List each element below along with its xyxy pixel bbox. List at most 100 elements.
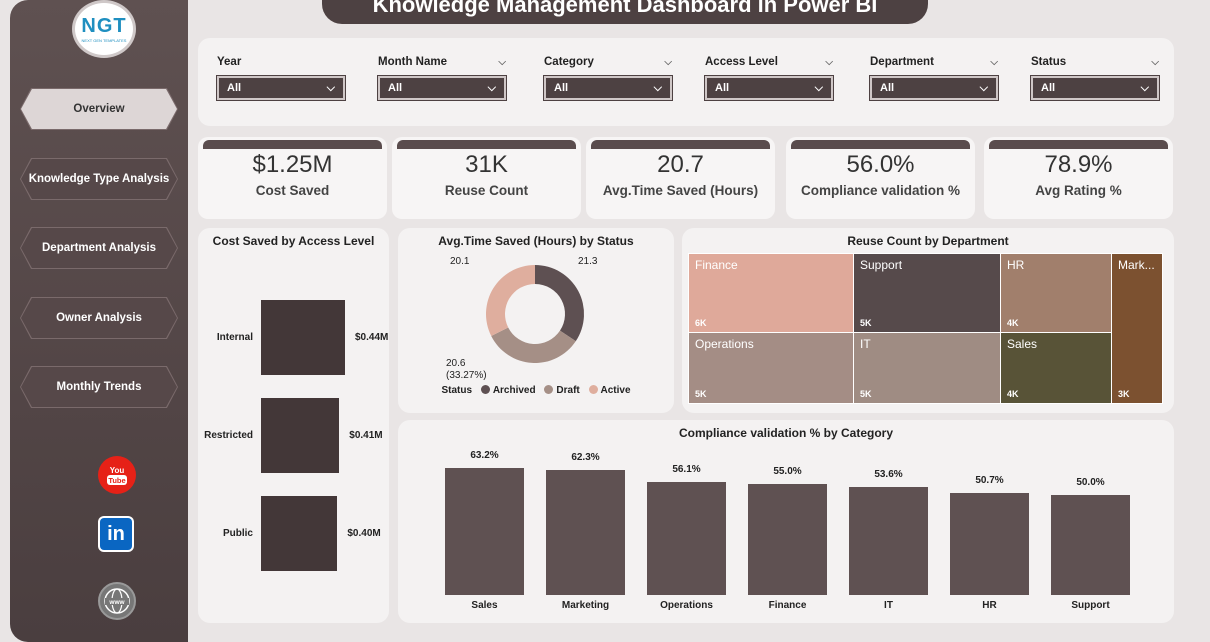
legend-active[interactable]: Active (600, 385, 631, 396)
data-label: $0.41M (349, 430, 383, 441)
sidebar: NGT NEXT GEN TEMPLATES Overview Knowledg… (10, 0, 188, 642)
logo-subtext: NEXT GEN TEMPLATES (81, 38, 127, 43)
treemap-cell-sales[interactable]: Sales 4K (1000, 332, 1112, 404)
card-header-bar (203, 140, 382, 149)
filter-label: Category (544, 56, 594, 68)
bar[interactable] (849, 487, 928, 595)
donut-legend: Status Archived Draft Active (398, 385, 674, 396)
chevron-down-icon[interactable]: ⌵ (498, 56, 506, 68)
chevron-down-icon: ⌵ (1140, 81, 1149, 94)
donut-svg: 21.3 20.6(33.27%) 20.1 (446, 256, 598, 381)
data-label: 53.6% (874, 469, 903, 481)
bar[interactable] (546, 469, 625, 595)
data-label: 56.1% (672, 464, 701, 476)
svg-text:www: www (108, 599, 125, 606)
year-select[interactable]: All ⌵ (216, 75, 346, 101)
nav-department-analysis[interactable]: Department Analysis (20, 227, 178, 269)
kpi-card-avg-time-saved: 20.7 Avg.Time Saved (Hours) (586, 137, 775, 219)
bar[interactable] (261, 300, 345, 375)
kpi-value: 31K (465, 151, 508, 178)
data-label: 50.7% (975, 475, 1004, 487)
kpi-value: 78.9% (1044, 151, 1113, 178)
bar[interactable] (748, 484, 827, 595)
card-header-bar (591, 140, 770, 149)
kpi-label: Cost Saved (255, 183, 330, 198)
filter-label: Department (870, 56, 934, 68)
globe-icon[interactable]: www (98, 582, 136, 620)
filter-year[interactable]: Year All ⌵ (216, 56, 346, 101)
filter-department[interactable]: Department ⌵ All ⌵ (869, 56, 999, 101)
category-label: Marketing (561, 600, 610, 611)
bar[interactable] (261, 398, 340, 473)
treemap-cell-operations[interactable]: Operations 5K (688, 332, 854, 404)
filter-status[interactable]: Status ⌵ All ⌵ (1030, 56, 1160, 101)
filter-access-level[interactable]: Access Level ⌵ All ⌵ (704, 56, 834, 101)
bar[interactable] (647, 482, 726, 595)
legend-archived-dot (480, 385, 490, 394)
kpi-label: Avg.Time Saved (Hours) (602, 183, 759, 198)
nav-label: Owner Analysis (56, 312, 142, 324)
kpi-value: 56.0% (846, 151, 915, 178)
treemap-cell-finance[interactable]: Finance 6K (688, 253, 854, 333)
treemap-cell-hr[interactable]: HR 4K (1000, 253, 1112, 333)
bar[interactable] (950, 493, 1029, 595)
legend-archived[interactable]: Archived (492, 385, 536, 396)
filter-category[interactable]: Category ⌵ All ⌵ (543, 56, 673, 101)
chart-title: Avg.Time Saved (Hours) by Status (438, 234, 634, 248)
svg-text:Tube: Tube (108, 476, 125, 485)
treemap-cell-it[interactable]: IT 5K (853, 332, 1001, 404)
card-header-bar (989, 140, 1168, 149)
treemap-cell-support[interactable]: Support 5K (853, 253, 1001, 333)
nav-owner-analysis[interactable]: Owner Analysis (20, 297, 178, 339)
bar[interactable] (1051, 494, 1130, 595)
nav-monthly-trends[interactable]: Monthly Trends (20, 366, 178, 408)
data-label: 62.3% (571, 451, 600, 463)
card-header-bar (397, 140, 576, 149)
filter-month-name[interactable]: Month Name ⌵ All ⌵ (377, 56, 507, 101)
bar[interactable] (261, 496, 338, 571)
data-label: $0.40M (347, 528, 381, 539)
category-label: Operations (660, 600, 713, 611)
cost-by-access-chart: Cost Saved by Access Level Internal $0.44… (198, 228, 389, 623)
kpi-value: 20.7 (657, 151, 704, 178)
kpi-card-reuse-count: 31K Reuse Count (392, 137, 581, 219)
linkedin-icon[interactable]: in (98, 516, 134, 552)
category-label: Sales (471, 600, 498, 611)
chevron-down-icon: ⌵ (653, 81, 662, 94)
nav-label: Overview (73, 103, 125, 115)
chevron-down-icon: ⌵ (487, 81, 496, 94)
nav-knowledge-type-analysis[interactable]: Knowledge Type Analysis (20, 158, 178, 200)
category-select[interactable]: All ⌵ (543, 75, 673, 101)
donut-slice-draft[interactable] (491, 327, 576, 363)
time-by-status-chart: Avg.Time Saved (Hours) by Status 21.3 20.… (398, 228, 674, 413)
chevron-down-icon[interactable]: ⌵ (664, 56, 672, 68)
month-select[interactable]: All ⌵ (377, 75, 507, 101)
nav-overview[interactable]: Overview (20, 88, 178, 130)
kpi-card-cost-saved: $1.25M Cost Saved (198, 137, 387, 219)
chevron-down-icon[interactable]: ⌵ (825, 56, 833, 68)
access-level-select[interactable]: All ⌵ (704, 75, 834, 101)
ngt-logo[interactable]: NGT NEXT GEN TEMPLATES (72, 0, 136, 58)
chevron-down-icon[interactable]: ⌵ (990, 56, 998, 68)
svg-text:You: You (110, 466, 125, 475)
category-label: Internal (216, 332, 253, 343)
category-label: Finance (768, 600, 807, 611)
donut-slice-active[interactable] (486, 265, 535, 337)
slice-data-label: 20.1 (450, 256, 470, 267)
chart-title: Cost Saved by Access Level (212, 234, 375, 248)
chevron-down-icon[interactable]: ⌵ (1151, 56, 1159, 68)
department-select[interactable]: All ⌵ (869, 75, 999, 101)
chevron-down-icon: ⌵ (814, 81, 823, 94)
legend-draft[interactable]: Draft (556, 385, 580, 396)
filter-panel: Year All ⌵ Month Name ⌵ All ⌵ Category ⌵ All… (198, 38, 1174, 126)
donut-slice-archived[interactable] (535, 265, 584, 342)
kpi-label: Compliance validation % (800, 183, 961, 198)
filter-label: Access Level (705, 56, 778, 68)
status-select[interactable]: All ⌵ (1030, 75, 1160, 101)
youtube-icon[interactable]: You Tube (98, 456, 136, 494)
legend-title: Status (441, 385, 473, 396)
category-label: IT (884, 600, 893, 611)
data-label: 55.0% (773, 466, 802, 478)
treemap-cell-marketing[interactable]: Mark... 3K (1111, 253, 1163, 404)
bar[interactable] (445, 468, 524, 595)
